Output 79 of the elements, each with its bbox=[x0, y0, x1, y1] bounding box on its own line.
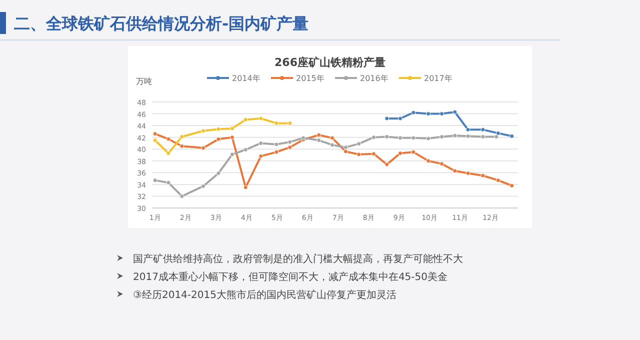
point bbox=[316, 132, 322, 138]
point bbox=[288, 145, 292, 150]
point bbox=[426, 136, 431, 141]
point bbox=[216, 136, 221, 142]
point bbox=[440, 112, 444, 116]
point bbox=[288, 120, 292, 126]
point bbox=[152, 132, 158, 136]
legend-label: 2017年 bbox=[424, 74, 452, 83]
point bbox=[258, 116, 264, 121]
point bbox=[384, 162, 390, 167]
point bbox=[384, 134, 390, 139]
point bbox=[411, 150, 416, 154]
point bbox=[356, 142, 362, 146]
point bbox=[371, 152, 376, 156]
point bbox=[480, 134, 486, 139]
text: 2017成本重心小幅下移，但可降空间不大，减产成本集中在45-50美金 bbox=[133, 271, 448, 283]
point bbox=[343, 149, 348, 154]
point bbox=[398, 116, 403, 121]
point bbox=[398, 136, 403, 140]
point bbox=[200, 146, 206, 150]
point bbox=[343, 145, 348, 150]
point bbox=[180, 144, 184, 148]
chart-title: 二、全球铁矿石供给情况分析-国内矿产量 bbox=[14, 14, 309, 33]
point bbox=[243, 185, 248, 190]
point bbox=[258, 140, 264, 146]
point bbox=[452, 168, 458, 174]
point bbox=[166, 136, 171, 142]
point bbox=[274, 120, 279, 126]
point bbox=[452, 133, 458, 138]
point bbox=[371, 135, 376, 140]
point bbox=[166, 150, 171, 156]
legend-label: 2015年 bbox=[296, 74, 324, 83]
text: 国产矿供给维持高位，政府管制是的准入门槛大幅提高，再复产可能性不大 bbox=[133, 253, 463, 265]
point bbox=[243, 147, 248, 152]
point bbox=[411, 110, 416, 115]
point bbox=[274, 142, 279, 147]
point bbox=[494, 134, 499, 139]
point bbox=[480, 173, 486, 178]
text: ③经历2014-2015大熊市后的国内民营矿山停复产更加灵活 bbox=[133, 289, 396, 301]
point bbox=[466, 134, 470, 138]
point bbox=[152, 178, 158, 183]
point bbox=[426, 158, 431, 164]
point bbox=[496, 130, 500, 136]
point bbox=[466, 127, 470, 132]
point bbox=[480, 127, 486, 132]
point bbox=[230, 126, 234, 131]
point bbox=[356, 152, 362, 157]
point bbox=[200, 184, 206, 188]
point bbox=[452, 110, 458, 114]
point bbox=[243, 117, 248, 122]
point bbox=[230, 152, 234, 157]
point bbox=[330, 136, 335, 140]
point bbox=[230, 135, 234, 140]
point bbox=[384, 116, 390, 121]
legend-label: 2016年 bbox=[360, 74, 388, 83]
point bbox=[180, 194, 184, 198]
point bbox=[216, 126, 221, 132]
point bbox=[330, 142, 335, 148]
point bbox=[180, 134, 184, 139]
point bbox=[440, 134, 444, 139]
point bbox=[398, 150, 403, 156]
point bbox=[316, 138, 322, 143]
point bbox=[510, 183, 514, 188]
point bbox=[510, 134, 514, 138]
point bbox=[216, 171, 221, 176]
legend-label: 2014年 bbox=[232, 74, 260, 83]
point bbox=[152, 138, 158, 143]
point bbox=[274, 150, 279, 154]
point bbox=[411, 136, 416, 140]
point bbox=[200, 128, 206, 134]
point bbox=[466, 171, 470, 176]
point bbox=[258, 154, 264, 158]
point bbox=[166, 180, 171, 185]
point bbox=[496, 178, 500, 183]
point bbox=[426, 112, 431, 116]
point bbox=[288, 140, 292, 144]
point bbox=[440, 162, 444, 166]
y-axis-title: 万吨 bbox=[136, 77, 152, 86]
chart-subtitle: 266座矿山铁精粉产量 bbox=[274, 56, 386, 69]
